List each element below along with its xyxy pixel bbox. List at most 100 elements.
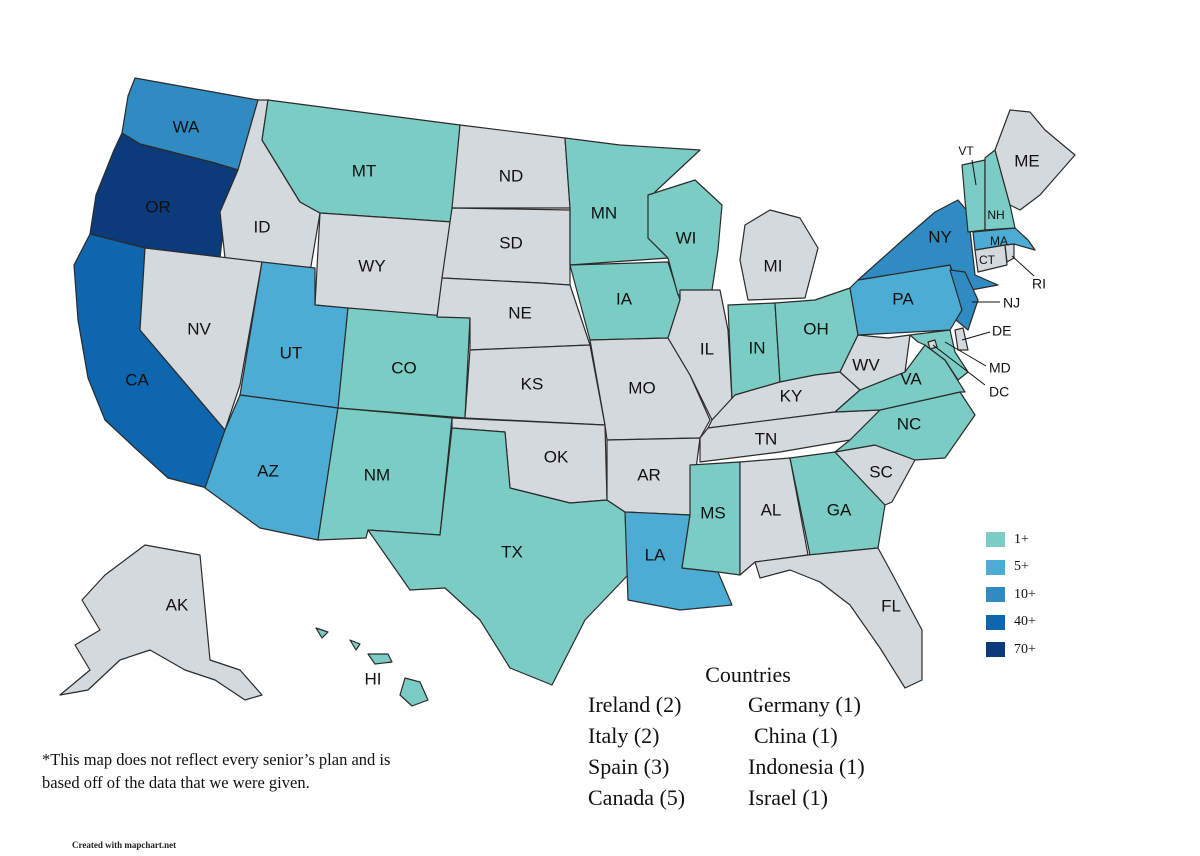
label-ri: RI (1032, 276, 1046, 292)
state-fl[interactable] (754, 547, 923, 689)
leader-dc (932, 344, 986, 386)
label-wy: WY (358, 256, 385, 275)
label-pa: PA (892, 289, 914, 308)
label-mt: MT (352, 161, 377, 180)
label-co: CO (391, 358, 417, 377)
state-mi[interactable] (739, 209, 819, 301)
label-la: LA (645, 545, 666, 564)
label-wi: WI (676, 228, 697, 247)
label-az: AZ (257, 461, 279, 480)
label-nd: ND (499, 166, 524, 185)
label-or: OR (145, 197, 171, 216)
label-nc: NC (897, 414, 922, 433)
state-md[interactable] (909, 329, 969, 381)
label-ky: KY (780, 386, 803, 405)
country-item: Indonesia (1) (748, 754, 865, 779)
state-me[interactable] (994, 109, 1076, 211)
label-md: MD (989, 360, 1011, 376)
legend-label: 70+ (1014, 641, 1036, 657)
state-ma[interactable] (972, 227, 1036, 251)
label-nh: NH (987, 208, 1004, 222)
legend-swatch (986, 614, 1005, 630)
country-item: Israel (1) (748, 785, 829, 810)
state-nv[interactable] (139, 247, 263, 431)
label-de: DE (992, 323, 1011, 339)
legend-swatch (986, 559, 1005, 575)
label-in: IN (749, 338, 766, 357)
label-mn: MN (591, 203, 617, 222)
label-ct: CT (979, 253, 996, 267)
label-il: IL (700, 339, 714, 358)
leader-ri (1011, 255, 1035, 277)
label-nj: NJ (1003, 295, 1020, 311)
country-item: Canada (5) (588, 785, 686, 810)
label-al: AL (761, 500, 782, 519)
label-va: VA (900, 369, 922, 388)
label-hi: HI (365, 669, 382, 688)
label-ut: UT (280, 343, 303, 362)
legend-item: 10+ (986, 581, 1036, 609)
label-mo: MO (628, 378, 655, 397)
legend-label: 1+ (1014, 531, 1029, 547)
state-tx[interactable] (367, 427, 629, 686)
state-ga[interactable] (789, 451, 886, 556)
label-mi: MI (764, 256, 783, 275)
state-de[interactable] (954, 327, 969, 351)
label-ks: KS (521, 374, 544, 393)
leader-md (944, 341, 987, 367)
label-id: ID (254, 217, 271, 236)
label-ia: IA (616, 289, 633, 308)
label-wa: WA (173, 117, 200, 136)
country-item: Italy (2) (588, 723, 660, 748)
state-ak[interactable] (59, 544, 263, 701)
mapchart-credit: Created with mapchart.net (72, 840, 177, 850)
state-nh[interactable] (984, 149, 1016, 231)
state-vt[interactable] (961, 159, 986, 233)
label-ak: AK (166, 595, 189, 614)
state-nj[interactable] (949, 269, 979, 331)
legend-label: 5+ (1014, 559, 1029, 575)
country-item: China (1) (754, 723, 838, 748)
label-oh: OH (803, 319, 829, 338)
label-fl: FL (881, 596, 901, 615)
label-ny: NY (928, 227, 952, 246)
legend-swatch (986, 642, 1005, 658)
label-vt: VT (958, 144, 974, 158)
map-legend: 1+ 5+ 10+ 40+ 70+ (986, 526, 1036, 664)
label-ms: MS (700, 503, 726, 522)
label-sd: SD (499, 233, 523, 252)
label-ok: OK (544, 447, 569, 466)
state-hi[interactable] (315, 627, 429, 707)
label-ca: CA (125, 370, 149, 389)
countries-list: Ireland (2) Germany (1) Italy (2) China … (588, 692, 908, 814)
label-sc: SC (869, 462, 893, 481)
label-ne: NE (508, 303, 532, 322)
legend-swatch (986, 587, 1005, 603)
label-ga: GA (827, 500, 852, 519)
legend-item: 70+ (986, 636, 1036, 664)
label-tn: TN (755, 429, 778, 448)
label-wv: WV (852, 355, 880, 374)
label-nv: NV (187, 319, 211, 338)
legend-item: 40+ (986, 609, 1036, 637)
leader-vt (971, 159, 977, 186)
label-nm: NM (364, 465, 390, 484)
country-item: Spain (3) (588, 754, 670, 779)
legend-swatch (986, 532, 1005, 548)
country-item: Ireland (2) (588, 692, 682, 717)
legend-label: 10+ (1014, 586, 1036, 602)
label-ma: MA (990, 234, 1008, 248)
legend-label: 40+ (1014, 614, 1036, 630)
label-dc: DC (989, 384, 1009, 400)
label-tx: TX (501, 542, 523, 561)
leader-de (961, 331, 991, 341)
label-me: ME (1014, 151, 1040, 170)
label-ar: AR (637, 465, 661, 484)
country-item: Germany (1) (748, 692, 862, 717)
countries-title: Countries (705, 662, 791, 687)
legend-item: 1+ (986, 526, 1036, 554)
countries-panel: Countries Ireland (2) Germany (1) Italy … (588, 662, 908, 814)
legend-item: 5+ (986, 554, 1036, 582)
footnote: *This map does not reflect every senior’… (42, 750, 391, 792)
